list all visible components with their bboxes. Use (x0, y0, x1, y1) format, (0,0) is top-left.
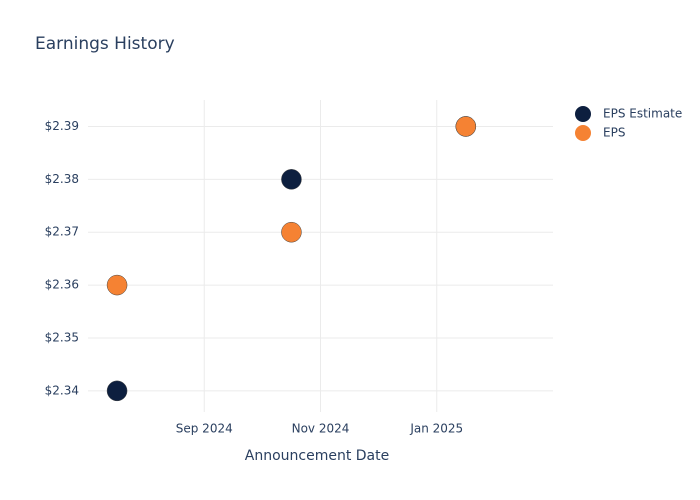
legend-marker (575, 106, 591, 122)
y-tick-label: $2.35 (45, 330, 79, 344)
legend-label: EPS (603, 126, 625, 140)
chart-title: Earnings History (35, 34, 175, 54)
y-tick-label: $2.37 (45, 225, 79, 239)
x-tick-label: Sep 2024 (176, 422, 233, 436)
y-tick-label: $2.38 (45, 172, 79, 186)
y-tick-label: $2.36 (45, 278, 79, 292)
point (281, 221, 302, 243)
legend-marker (575, 125, 591, 141)
point (106, 274, 128, 296)
x-tick-label: Nov 2024 (292, 422, 350, 436)
point (455, 116, 477, 137)
y-tick-label: $2.39 (45, 119, 79, 133)
x-tick-label: Jan 2025 (409, 422, 463, 436)
point (106, 380, 128, 402)
legend-label: EPS Estimate (603, 107, 682, 121)
x-axis-label: Announcement Date (245, 448, 389, 464)
point (281, 169, 302, 190)
y-tick-label: $2.34 (45, 383, 79, 397)
